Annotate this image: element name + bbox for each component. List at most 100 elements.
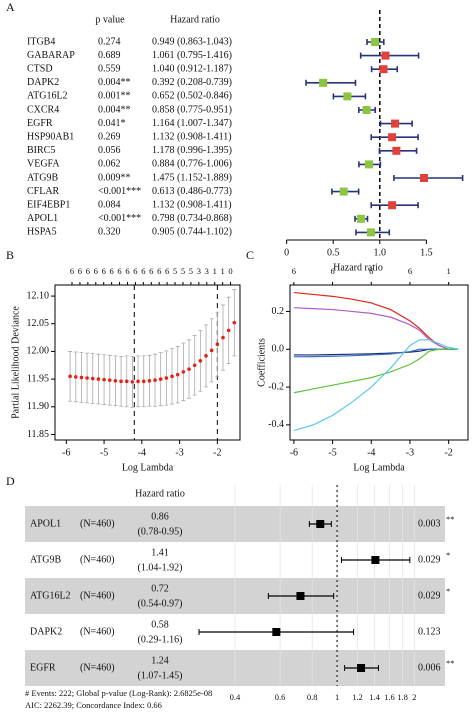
x-tick-label: 0.8 bbox=[307, 692, 318, 702]
sample-size: (N=460) bbox=[80, 626, 115, 637]
deviance-point bbox=[158, 377, 163, 381]
deviance-point bbox=[175, 372, 180, 377]
x-tick-label: 1 bbox=[335, 692, 339, 702]
gene-name: CTSD bbox=[27, 63, 53, 74]
top-tick-label: 6 bbox=[86, 266, 90, 276]
p-value: 0.056 bbox=[98, 145, 121, 156]
x-tick-label: 0 bbox=[284, 247, 289, 258]
top-tick-label: 1 bbox=[447, 266, 451, 276]
deviance-point bbox=[215, 342, 220, 347]
deviance-point bbox=[124, 379, 129, 384]
x-tick-label: 2 bbox=[412, 692, 416, 702]
hazard-ratio-text: 0.949 (0.863-1.043) bbox=[152, 36, 232, 47]
footer-note: # Events: 222; Global p-value (Log-Rank)… bbox=[25, 688, 212, 698]
plot-frame bbox=[54, 284, 241, 441]
hazard-point bbox=[362, 106, 371, 114]
significance: * bbox=[446, 550, 450, 560]
x-tick-label: -4 bbox=[367, 447, 375, 458]
panel-label: D bbox=[6, 474, 15, 488]
top-tick-label: 1 bbox=[213, 266, 217, 276]
deviance-point bbox=[68, 374, 72, 379]
p-value: 0.689 bbox=[98, 50, 121, 61]
p-value: 0.269 bbox=[98, 131, 121, 142]
hazard-ratio-text: 0.858 (0.775-0.951) bbox=[152, 104, 232, 115]
top-tick-label: 5 bbox=[189, 266, 193, 276]
top-tick-label: 3 bbox=[205, 266, 209, 276]
p-value: 0.084 bbox=[98, 199, 121, 210]
p-value: 0.320 bbox=[98, 227, 121, 238]
significance: * bbox=[446, 586, 450, 596]
column-header: Hazard ratio bbox=[170, 14, 220, 25]
significance: ** bbox=[446, 658, 455, 668]
hazard-ratio-text: 0.613 (0.486-0.773) bbox=[152, 186, 232, 197]
top-tick-label: 6 bbox=[94, 266, 98, 276]
deviance-point bbox=[209, 348, 214, 353]
hazard-ratio-text: 0.392 (0.208-0.739) bbox=[152, 77, 232, 88]
hazard-ratio-text: 0.652 (0.502-0.846) bbox=[152, 91, 232, 102]
sample-size: (N=460) bbox=[80, 518, 115, 529]
hazard-point bbox=[296, 592, 305, 600]
top-tick-label: 6 bbox=[165, 266, 169, 276]
gene-name: DAPK2 bbox=[30, 626, 62, 637]
top-tick-label: 6 bbox=[141, 266, 145, 276]
hazard-ratio-text: 1.41 bbox=[151, 547, 169, 558]
deviance-point bbox=[119, 379, 123, 384]
confidence-interval-text: (1.07-1.45) bbox=[138, 670, 183, 681]
hazard-ratio-text: 1.040 (0.912-1.187) bbox=[152, 63, 232, 74]
top-tick-label: 6 bbox=[133, 266, 137, 276]
top-tick-label: 0 bbox=[228, 266, 232, 276]
hazard-point bbox=[319, 78, 328, 87]
hazard-ratio-text: 1.24 bbox=[151, 655, 169, 666]
coefficient-path bbox=[293, 339, 459, 432]
hazard-ratio-text: 1.178 (0.996-1.395) bbox=[152, 145, 232, 156]
hazard-point bbox=[357, 664, 366, 672]
x-tick-label: -4 bbox=[138, 447, 146, 458]
y-tick-label: 12.05 bbox=[27, 318, 50, 329]
deviance-point bbox=[153, 378, 157, 383]
top-tick-label: 6 bbox=[110, 266, 114, 276]
coefficient-path bbox=[293, 291, 459, 350]
hazard-point bbox=[420, 174, 429, 182]
sample-size: (N=460) bbox=[80, 662, 115, 673]
plot-frame bbox=[289, 284, 469, 441]
y-tick-label: 11.95 bbox=[27, 373, 49, 384]
p-value: 0.004** bbox=[98, 104, 131, 115]
hazard-point bbox=[366, 228, 375, 237]
deviance-point bbox=[164, 376, 169, 380]
gene-name: EIF4EBP1 bbox=[27, 199, 70, 210]
hazard-point bbox=[371, 556, 380, 564]
top-tick-label: 6 bbox=[149, 266, 153, 276]
gene-name: EGFR bbox=[30, 662, 56, 673]
gene-name: DAPK2 bbox=[27, 77, 59, 88]
deviance-point bbox=[221, 335, 225, 340]
confidence-interval-text: (0.78-0.95) bbox=[138, 526, 183, 537]
top-tick-label: 6 bbox=[125, 266, 129, 276]
p-value: 0.029 bbox=[418, 554, 441, 565]
gene-name: EGFR bbox=[27, 118, 53, 129]
panel-label: A bbox=[6, 0, 15, 14]
gene-name: HSPA5 bbox=[27, 227, 57, 238]
top-tick-label: 6 bbox=[78, 266, 82, 276]
deviance-point bbox=[187, 367, 191, 371]
significance: ** bbox=[446, 514, 455, 524]
panel-label: B bbox=[6, 248, 14, 262]
y-tick-label: 12.10 bbox=[27, 290, 50, 301]
top-tick-label: 6 bbox=[102, 266, 106, 276]
column-header: Hazard ratio bbox=[135, 488, 185, 499]
gene-name: HSP90AB1 bbox=[27, 131, 74, 142]
hazard-point bbox=[391, 119, 400, 128]
top-tick-label: 6 bbox=[369, 266, 373, 276]
deviance-point bbox=[107, 378, 112, 383]
x-tick-label: 1.5 bbox=[420, 247, 433, 258]
x-tick-label: -6 bbox=[62, 447, 70, 458]
x-tick-label: 0.5 bbox=[327, 247, 340, 258]
hazard-ratio-text: 1.061 (0.795-1.416) bbox=[152, 50, 232, 61]
gene-name: APOL1 bbox=[27, 213, 58, 224]
p-value: 0.003 bbox=[418, 518, 441, 529]
p-value: 0.123 bbox=[418, 626, 441, 637]
x-tick-label: 1.6 bbox=[384, 692, 395, 702]
deviance-point bbox=[147, 378, 152, 383]
p-value: 0.001** bbox=[98, 91, 131, 102]
y-tick-label: -0.2 bbox=[268, 381, 284, 392]
hazard-point bbox=[388, 201, 397, 210]
